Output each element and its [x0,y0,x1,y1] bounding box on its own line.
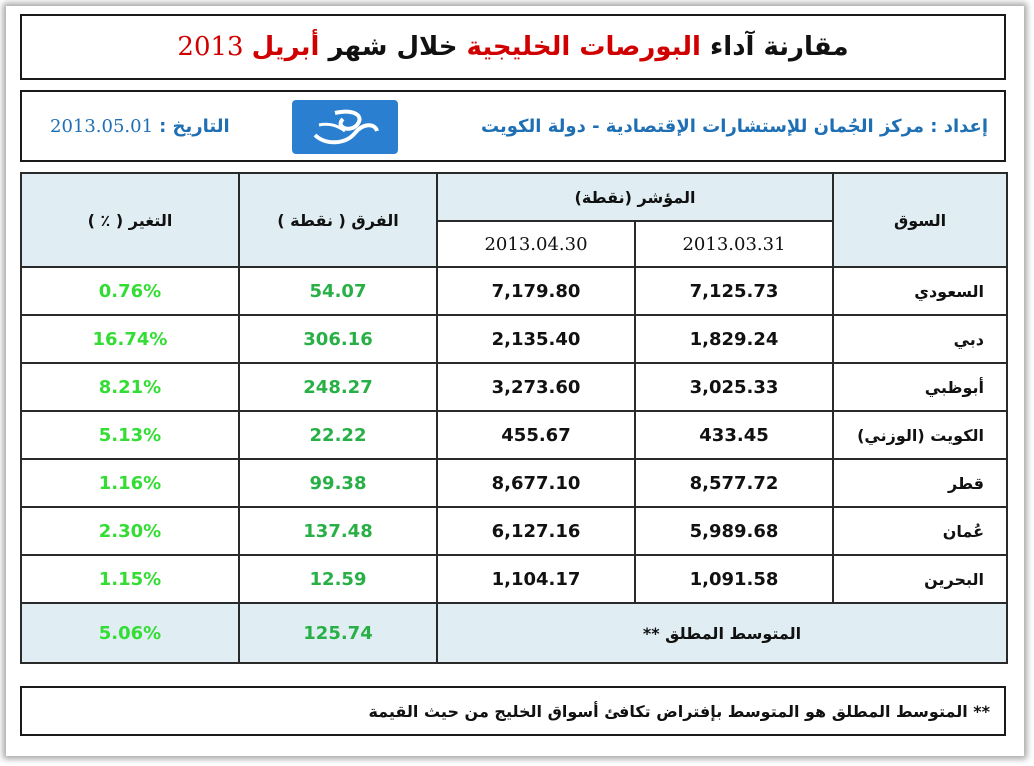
index-april: 2,135.40 [435,314,637,364]
date-label: التاريخ : [159,115,230,137]
title-month: أبريل [251,32,320,62]
index-april: 455.67 [435,410,637,460]
table-row: دبي 1,829.24 2,135.40 306.16 16.74% [20,314,1009,364]
index-april: 8,677.10 [435,458,637,508]
change-value: 1.16% [20,458,240,508]
gcc-markets-table: السوق المؤشر (نقطة) الفرق ( نقطة ) التغي… [20,172,1009,664]
market-name: السعودي [832,266,1009,316]
diff-value: 99.38 [238,458,438,508]
title-box: مقارنة آداء البورصات الخليجية خلال شهر أ… [20,14,1006,80]
prepared-by: إعداد : مركز الجُمان للإستشارات الإقتصاد… [480,115,988,137]
change-value: 0.76% [20,266,240,316]
info-box: إعداد : مركز الجُمان للإستشارات الإقتصاد… [20,90,1006,162]
market-name: عُمان [832,506,1009,556]
average-change: 5.06% [20,602,240,664]
change-value: 5.13% [20,410,240,460]
table-row: البحرين 1,091.58 1,104.17 12.59 1.15% [20,554,1009,604]
table-row: عُمان 5,989.68 6,127.16 137.48 2.30% [20,506,1009,556]
index-march: 7,125.73 [634,266,835,316]
title-highlight: البورصات الخليجية [466,32,701,62]
title-year: 2013 [177,32,244,62]
index-march: 433.45 [634,410,835,460]
index-march: 1,829.24 [634,314,835,364]
index-march: 3,025.33 [634,362,835,412]
index-april: 1,104.17 [435,554,637,604]
header-market: السوق [832,172,1009,268]
market-name: قطر [832,458,1009,508]
change-value: 2.30% [20,506,240,556]
index-april: 3,273.60 [435,362,637,412]
header-diff: الفرق ( نقطة ) [238,172,438,268]
header-date-april: 2013.04.30 [435,220,637,268]
header-index: المؤشر (نقطة) [435,172,835,222]
diff-value: 306.16 [238,314,438,364]
index-april: 6,127.16 [435,506,637,556]
diff-value: 137.48 [238,506,438,556]
diff-value: 12.59 [238,554,438,604]
table-row: قطر 8,577.72 8,677.10 99.38 1.16% [20,458,1009,508]
average-row: المتوسط المطلق ** 125.74 5.06% [20,602,1009,664]
diff-value: 248.27 [238,362,438,412]
table-row: السعودي 7,125.73 7,179.80 54.07 0.76% [20,266,1009,316]
market-name: الكويت (الوزني) [832,410,1009,460]
report-date: التاريخ : 2013.05.01 [50,92,230,160]
header-change: التغير ( ٪ ) [20,172,240,268]
change-value: 8.21% [20,362,240,412]
average-diff: 125.74 [238,602,438,664]
date-value: 2013.05.01 [50,115,154,137]
change-value: 16.74% [20,314,240,364]
table-row: أبوظبي 3,025.33 3,273.60 248.27 8.21% [20,362,1009,412]
diff-value: 22.22 [238,410,438,460]
footnote: ** المتوسط المطلق هو المتوسط بإفتراض تكا… [20,686,1006,736]
market-name: دبي [832,314,1009,364]
header-date-march: 2013.03.31 [634,220,835,268]
average-label: المتوسط المطلق ** [435,602,1009,664]
index-april: 7,179.80 [435,266,637,316]
table-row: الكويت (الوزني) 433.45 455.67 22.22 5.13% [20,410,1009,460]
market-name: أبوظبي [832,362,1009,412]
jumaan-logo-icon [292,100,398,154]
change-value: 1.15% [20,554,240,604]
index-march: 8,577.72 [634,458,835,508]
title-part1: مقارنة آداء [710,32,849,62]
index-march: 1,091.58 [634,554,835,604]
index-march: 5,989.68 [634,506,835,556]
market-name: البحرين [832,554,1009,604]
diff-value: 54.07 [238,266,438,316]
title-part2: خلال شهر [328,32,458,62]
